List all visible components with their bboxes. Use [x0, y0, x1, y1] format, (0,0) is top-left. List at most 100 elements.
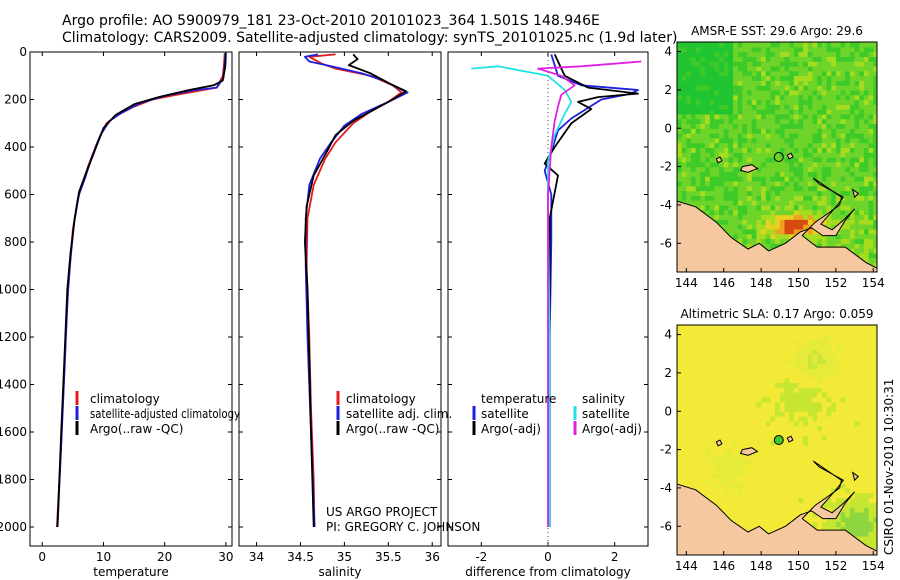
- map-cell: [840, 70, 846, 77]
- map-cell: [770, 94, 776, 101]
- map-cell: [681, 430, 687, 436]
- map-cell: [789, 233, 795, 240]
- map-cell: [700, 123, 706, 129]
- map-cell: [733, 420, 739, 427]
- map-cell: [849, 142, 856, 149]
- map-cell: [849, 468, 856, 475]
- map-cell: [840, 94, 846, 101]
- map-cell: [803, 195, 809, 201]
- map-cell: [840, 516, 846, 523]
- map-cell: [761, 56, 767, 62]
- map-cell: [751, 425, 758, 432]
- map-cell: [812, 348, 818, 355]
- map-cell: [751, 416, 758, 422]
- map-cell: [695, 468, 701, 475]
- map-cell: [691, 358, 697, 364]
- map-cell: [723, 161, 729, 168]
- map-cell: [737, 454, 744, 460]
- map-cell: [826, 219, 832, 225]
- map-cell: [709, 142, 715, 149]
- map-cell: [751, 152, 758, 158]
- map-cell: [798, 339, 804, 345]
- map-cell: [709, 468, 715, 475]
- map-cell: [737, 128, 744, 134]
- map-cell: [873, 425, 877, 432]
- map-cell: [789, 118, 795, 125]
- map-cell: [728, 157, 734, 163]
- map-cell: [728, 42, 734, 48]
- map-cell: [821, 392, 828, 398]
- x-tick-label: 154: [862, 559, 885, 573]
- map-cell: [677, 334, 683, 340]
- map-cell: [803, 497, 809, 503]
- map-cell: [849, 416, 856, 422]
- map-cell: [863, 435, 870, 441]
- map-cell: [789, 228, 795, 235]
- map-cell: [751, 157, 758, 163]
- map-cell: [807, 46, 814, 53]
- map-cell: [695, 377, 701, 384]
- map-cell: [868, 104, 874, 110]
- map-cell: [812, 171, 818, 177]
- map-cell: [723, 200, 729, 206]
- map-cell: [784, 70, 790, 77]
- map-cell: [863, 440, 870, 446]
- map-cell: [803, 420, 809, 427]
- map-cell: [789, 89, 795, 96]
- map-cell: [798, 94, 804, 101]
- map-cell: [789, 406, 795, 412]
- map-cell: [793, 46, 800, 53]
- map-cell: [770, 70, 776, 77]
- map-cell: [677, 420, 683, 427]
- map-cell: [770, 118, 776, 125]
- map-cell: [733, 180, 739, 187]
- map-cell: [691, 435, 697, 441]
- map-cell: [831, 382, 837, 388]
- map-cell: [845, 180, 851, 187]
- map-cell: [742, 348, 748, 355]
- map-cell: [845, 128, 851, 134]
- map-cell: [695, 387, 701, 393]
- map-cell: [868, 492, 874, 499]
- map-cell: [873, 238, 877, 244]
- map-cell: [868, 209, 874, 216]
- map-cell: [873, 209, 877, 216]
- map-cell: [719, 219, 725, 225]
- map-cell: [775, 521, 781, 527]
- map-cell: [807, 152, 814, 158]
- map-cell: [803, 65, 809, 72]
- map-cell: [761, 459, 767, 465]
- map-cell: [840, 238, 846, 244]
- map-cell: [719, 123, 725, 129]
- y-tick-label: -2: [660, 160, 672, 174]
- map-cell: [742, 128, 748, 134]
- map-cell: [807, 463, 814, 470]
- map-cell: [705, 387, 711, 393]
- map-cell: [756, 487, 762, 494]
- map-cell: [691, 123, 697, 129]
- map-cell: [840, 42, 846, 48]
- map-cell: [868, 46, 874, 53]
- map-cell: [873, 204, 877, 211]
- difference-series-group: [471, 54, 642, 527]
- map-cell: [840, 128, 846, 134]
- map-cell: [784, 507, 790, 513]
- map-cell: [700, 204, 706, 211]
- map-cell: [775, 430, 781, 436]
- map-cell: [826, 516, 832, 523]
- map-cell: [761, 166, 767, 172]
- map-cell: [728, 430, 734, 436]
- map-cell: [756, 372, 762, 379]
- map-cell: [728, 382, 734, 388]
- map-cell: [863, 190, 870, 196]
- map-cell: [691, 61, 697, 67]
- map-cell: [705, 425, 711, 432]
- map-cell: [751, 363, 758, 369]
- map-cell: [709, 46, 715, 53]
- map-cell: [719, 85, 725, 91]
- map-cell: [812, 228, 818, 235]
- map-cell: [859, 161, 865, 168]
- map-cell: [756, 152, 762, 158]
- map-cell: [719, 147, 725, 153]
- map-cell: [835, 344, 842, 350]
